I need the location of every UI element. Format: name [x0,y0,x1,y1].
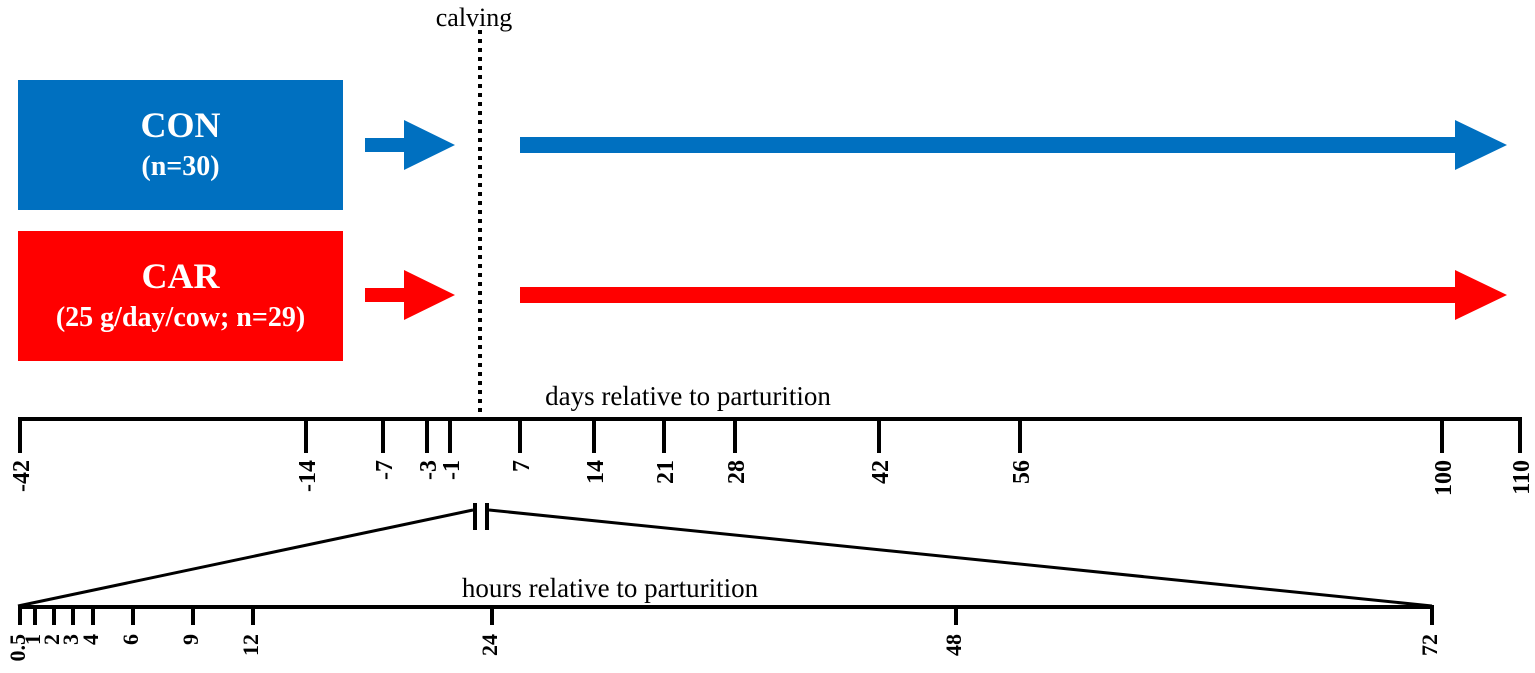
calving-label: calving [436,3,513,32]
con-short-arrow [365,120,455,170]
group-desc-car: (25 g/day/cow; n=29) [55,302,306,333]
car-long-arrow [520,270,1507,320]
days-tick-label: 14 [583,460,609,484]
hours-tick-label: 3 [58,634,83,645]
days-tick-label: 7 [509,460,535,472]
group-name-car: CAR [141,256,220,296]
days-axis-label: days relative to parturition [545,381,831,411]
hours-tick-label: 24 [477,634,502,656]
group-desc-con: (n=30) [141,151,220,182]
hours-tick-label: 2 [39,634,64,645]
days-tick-label: -42 [9,460,35,492]
hours-tick-label: 0.5 [5,634,30,662]
group-name-con: CON [140,105,221,145]
days-tick-label: 21 [653,460,679,484]
days-tick-label: -14 [295,460,321,492]
hours-tick-label: 72 [1417,634,1442,656]
tick-labels-hours: 0.5 1 2 3 4 6 9 12 24 48 72 [5,634,1442,662]
days-tick-label: 56 [1009,460,1035,484]
hours-tick-label: 12 [238,634,263,656]
hours-tick-label: 4 [78,634,103,645]
days-tick-label: -1 [439,460,465,480]
zoom-funnel-right-line [488,508,1433,608]
days-tick-label: 110 [1509,460,1535,495]
tick-group-hours [18,605,1434,625]
car-short-arrow [365,270,455,320]
hours-axis-label: hours relative to parturition [462,573,759,603]
tick-labels-days: -42 -14 -7 -3 -1 7 14 21 28 42 56 100 11… [9,460,1535,496]
days-tick-label: 100 [1431,460,1457,496]
days-tick-label: 42 [868,460,894,484]
hours-tick-label: 48 [941,634,966,656]
hours-tick-label: 9 [178,634,203,645]
tick-group-days [18,417,1522,453]
days-tick-label: 28 [724,460,750,484]
con-long-arrow [520,120,1507,170]
group-box-con: CON (n=30) [18,80,343,210]
hours-tick-label: 1 [20,634,45,645]
days-tick-label: -3 [416,460,442,480]
zoom-funnel-left-line [17,508,474,608]
group-box-car: CAR (25 g/day/cow; n=29) [18,231,343,361]
days-tick-label: -7 [372,460,398,480]
hours-tick-label: 6 [118,634,143,645]
